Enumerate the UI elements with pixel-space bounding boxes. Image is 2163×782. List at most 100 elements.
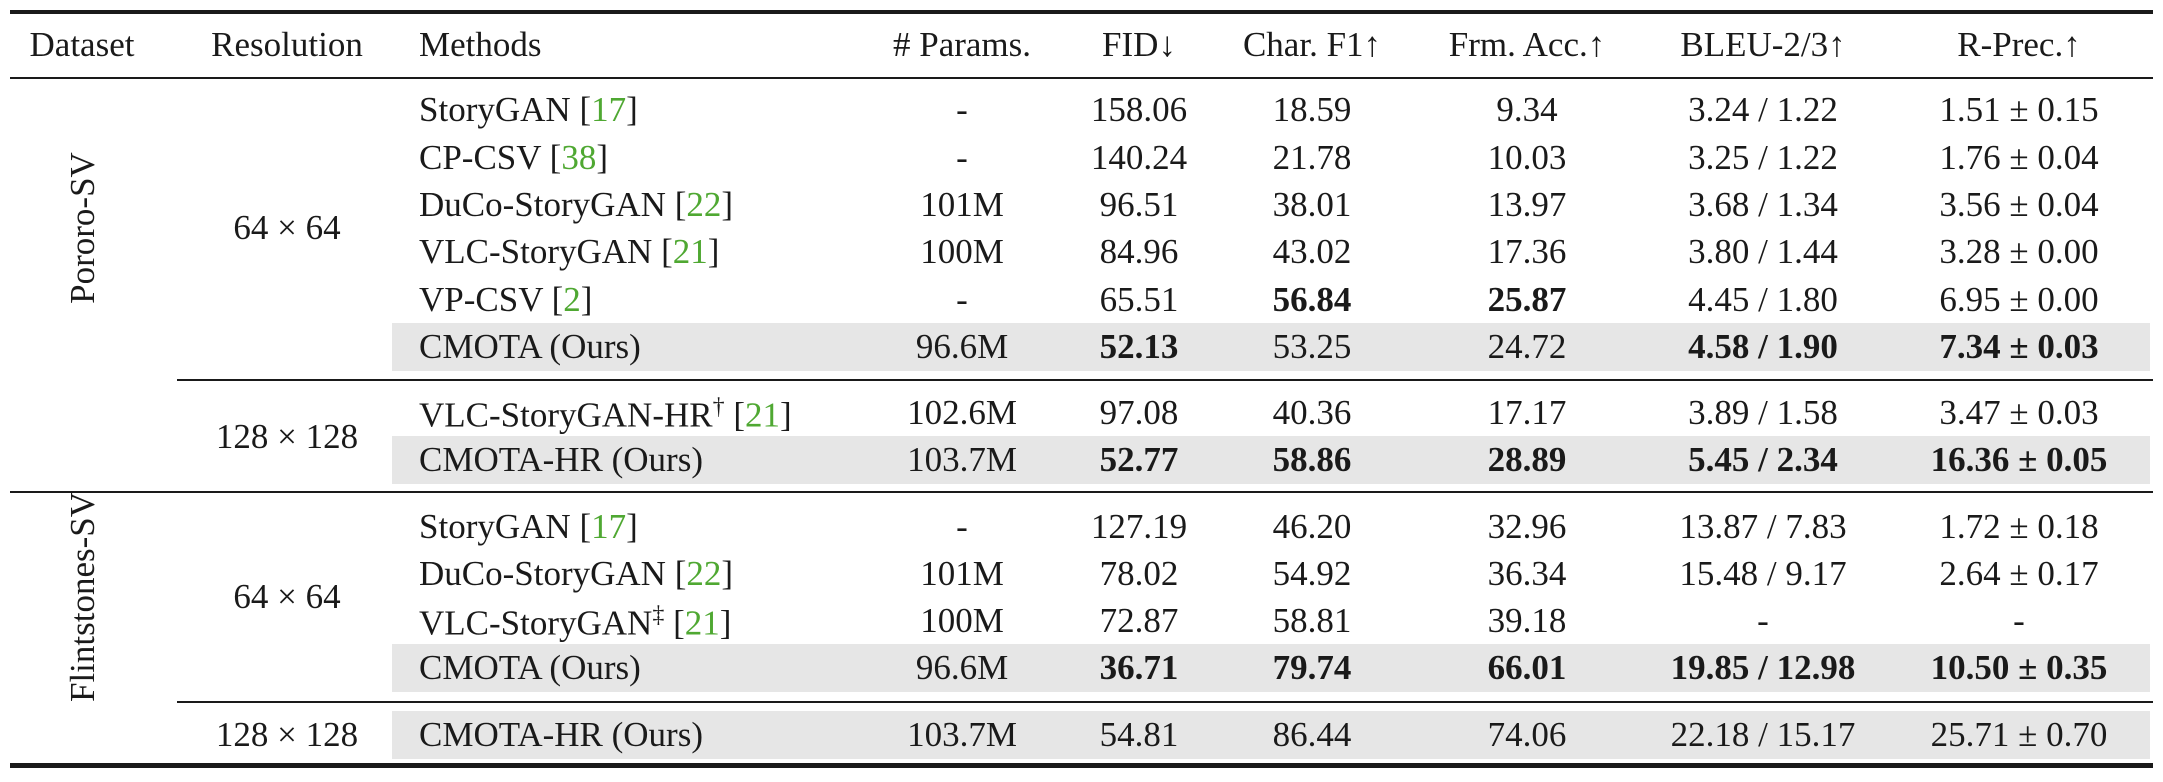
fid-cell: 52.13: [1099, 327, 1179, 366]
method-label: CMOTA-HR (Ours): [419, 715, 703, 754]
f1-cell: 54.92: [1272, 554, 1352, 593]
bleu-cell: 3.68 / 1.34: [1688, 185, 1838, 224]
footnote-mark: †: [712, 394, 725, 420]
resolution-label: 128 × 128: [215, 417, 359, 456]
rprec-cell: 2.64 ± 0.17: [1939, 554, 2099, 593]
f1-cell: 18.59: [1272, 90, 1352, 129]
method-label: VLC-StoryGAN-HR: [419, 395, 713, 435]
bleu-cell: 3.25 / 1.22: [1688, 138, 1838, 177]
header-rule: [10, 77, 2153, 79]
method-name: DuCo-StoryGAN [22]: [419, 554, 734, 593]
acc-cell: 13.97: [1487, 185, 1567, 224]
method-label: VLC-StoryGAN: [419, 603, 653, 643]
citation-link[interactable]: 21: [672, 232, 708, 271]
citation-link[interactable]: 17: [591, 507, 627, 546]
f1-cell: 38.01: [1272, 185, 1352, 224]
fid-cell: 36.71: [1099, 648, 1179, 687]
method-name: VLC-StoryGAN-HR† [21]: [419, 394, 792, 435]
column-header: Resolution: [211, 25, 363, 64]
acc-cell: 10.03: [1487, 138, 1567, 177]
params-cell: -: [956, 280, 968, 319]
bleu-cell: 19.85 / 12.98: [1670, 648, 1856, 687]
params-cell: 101M: [920, 554, 1004, 593]
citation-link[interactable]: 22: [686, 185, 722, 224]
citation-link[interactable]: 21: [684, 603, 720, 643]
method-label: DuCo-StoryGAN: [419, 185, 666, 224]
f1-cell: 58.81: [1272, 601, 1352, 640]
rprec-cell: 6.95 ± 0.00: [1939, 280, 2099, 319]
column-header: FID↓: [1102, 25, 1176, 64]
f1-cell: 86.44: [1272, 715, 1352, 754]
params-cell: 96.6M: [915, 327, 1009, 366]
dataset-rule: [10, 491, 2153, 493]
method-label: CMOTA (Ours): [419, 648, 641, 687]
bleu-cell: 3.89 / 1.58: [1688, 393, 1838, 432]
fid-cell: 127.19: [1090, 507, 1188, 546]
fid-cell: 84.96: [1099, 232, 1179, 271]
params-cell: -: [956, 90, 968, 129]
mid-rule: [177, 701, 2153, 703]
method-name: CMOTA (Ours): [419, 650, 641, 685]
method-name: CMOTA-HR (Ours): [419, 442, 703, 477]
fid-cell: 54.81: [1099, 715, 1179, 754]
method-name: CMOTA-HR (Ours): [419, 717, 703, 752]
acc-cell: 36.34: [1487, 554, 1567, 593]
citation-link[interactable]: 22: [686, 554, 722, 593]
dataset-label: Pororo-SV: [63, 152, 102, 304]
citation-link[interactable]: 17: [591, 90, 627, 129]
method-name: CMOTA (Ours): [419, 329, 641, 364]
rprec-cell: 3.56 ± 0.04: [1939, 185, 2099, 224]
acc-cell: 66.01: [1487, 648, 1567, 687]
fid-cell: 140.24: [1090, 138, 1188, 177]
column-header: # Params.: [892, 25, 1032, 64]
method-label: DuCo-StoryGAN: [419, 554, 666, 593]
top-rule: [10, 10, 2153, 14]
f1-cell: 40.36: [1272, 393, 1352, 432]
citation-link[interactable]: 2: [563, 280, 581, 319]
rprec-cell: 3.47 ± 0.03: [1939, 393, 2099, 432]
bleu-cell: 5.45 / 2.34: [1688, 440, 1838, 479]
citation-link[interactable]: 21: [745, 395, 781, 435]
resolution-label: 128 × 128: [215, 715, 359, 754]
ours-row-highlight: [392, 436, 2150, 484]
bleu-cell: 4.58 / 1.90: [1688, 327, 1838, 366]
method-name: VLC-StoryGAN‡ [21]: [419, 602, 732, 643]
fid-cell: 158.06: [1090, 90, 1188, 129]
rprec-cell: 3.28 ± 0.00: [1939, 232, 2099, 271]
bleu-cell: 13.87 / 7.83: [1679, 507, 1847, 546]
params-cell: -: [956, 138, 968, 177]
citation-link[interactable]: 38: [561, 138, 597, 177]
method-label: CP-CSV: [419, 138, 541, 177]
params-cell: 101M: [920, 185, 1004, 224]
bleu-cell: -: [1757, 601, 1769, 640]
f1-cell: 46.20: [1272, 507, 1352, 546]
acc-cell: 74.06: [1487, 715, 1567, 754]
method-label: CMOTA (Ours): [419, 327, 641, 366]
params-cell: 103.7M: [907, 715, 1017, 754]
bottom-rule: [10, 763, 2153, 768]
method-label: StoryGAN: [419, 507, 571, 546]
method-label: CMOTA-HR (Ours): [419, 440, 703, 479]
column-header: BLEU-2/3↑: [1680, 25, 1846, 64]
params-cell: 103.7M: [907, 440, 1017, 479]
bleu-cell: 3.80 / 1.44: [1688, 232, 1838, 271]
bleu-cell: 22.18 / 15.17: [1670, 715, 1856, 754]
acc-cell: 28.89: [1487, 440, 1567, 479]
rprec-cell: 1.51 ± 0.15: [1939, 90, 2099, 129]
f1-cell: 53.25: [1272, 327, 1352, 366]
acc-cell: 25.87: [1487, 280, 1567, 319]
rprec-cell: 7.34 ± 0.03: [1939, 327, 2099, 366]
method-name: StoryGAN [17]: [419, 507, 638, 546]
acc-cell: 17.36: [1487, 232, 1567, 271]
ours-row-highlight: [392, 644, 2150, 692]
fid-cell: 97.08: [1099, 393, 1179, 432]
fid-cell: 78.02: [1099, 554, 1179, 593]
bleu-cell: 4.45 / 1.80: [1688, 280, 1838, 319]
acc-cell: 39.18: [1487, 601, 1567, 640]
method-name: StoryGAN [17]: [419, 90, 638, 129]
rprec-cell: 10.50 ± 0.35: [1930, 648, 2108, 687]
acc-cell: 17.17: [1487, 393, 1567, 432]
column-header: Methods: [419, 25, 542, 64]
f1-cell: 43.02: [1272, 232, 1352, 271]
fid-cell: 96.51: [1099, 185, 1179, 224]
